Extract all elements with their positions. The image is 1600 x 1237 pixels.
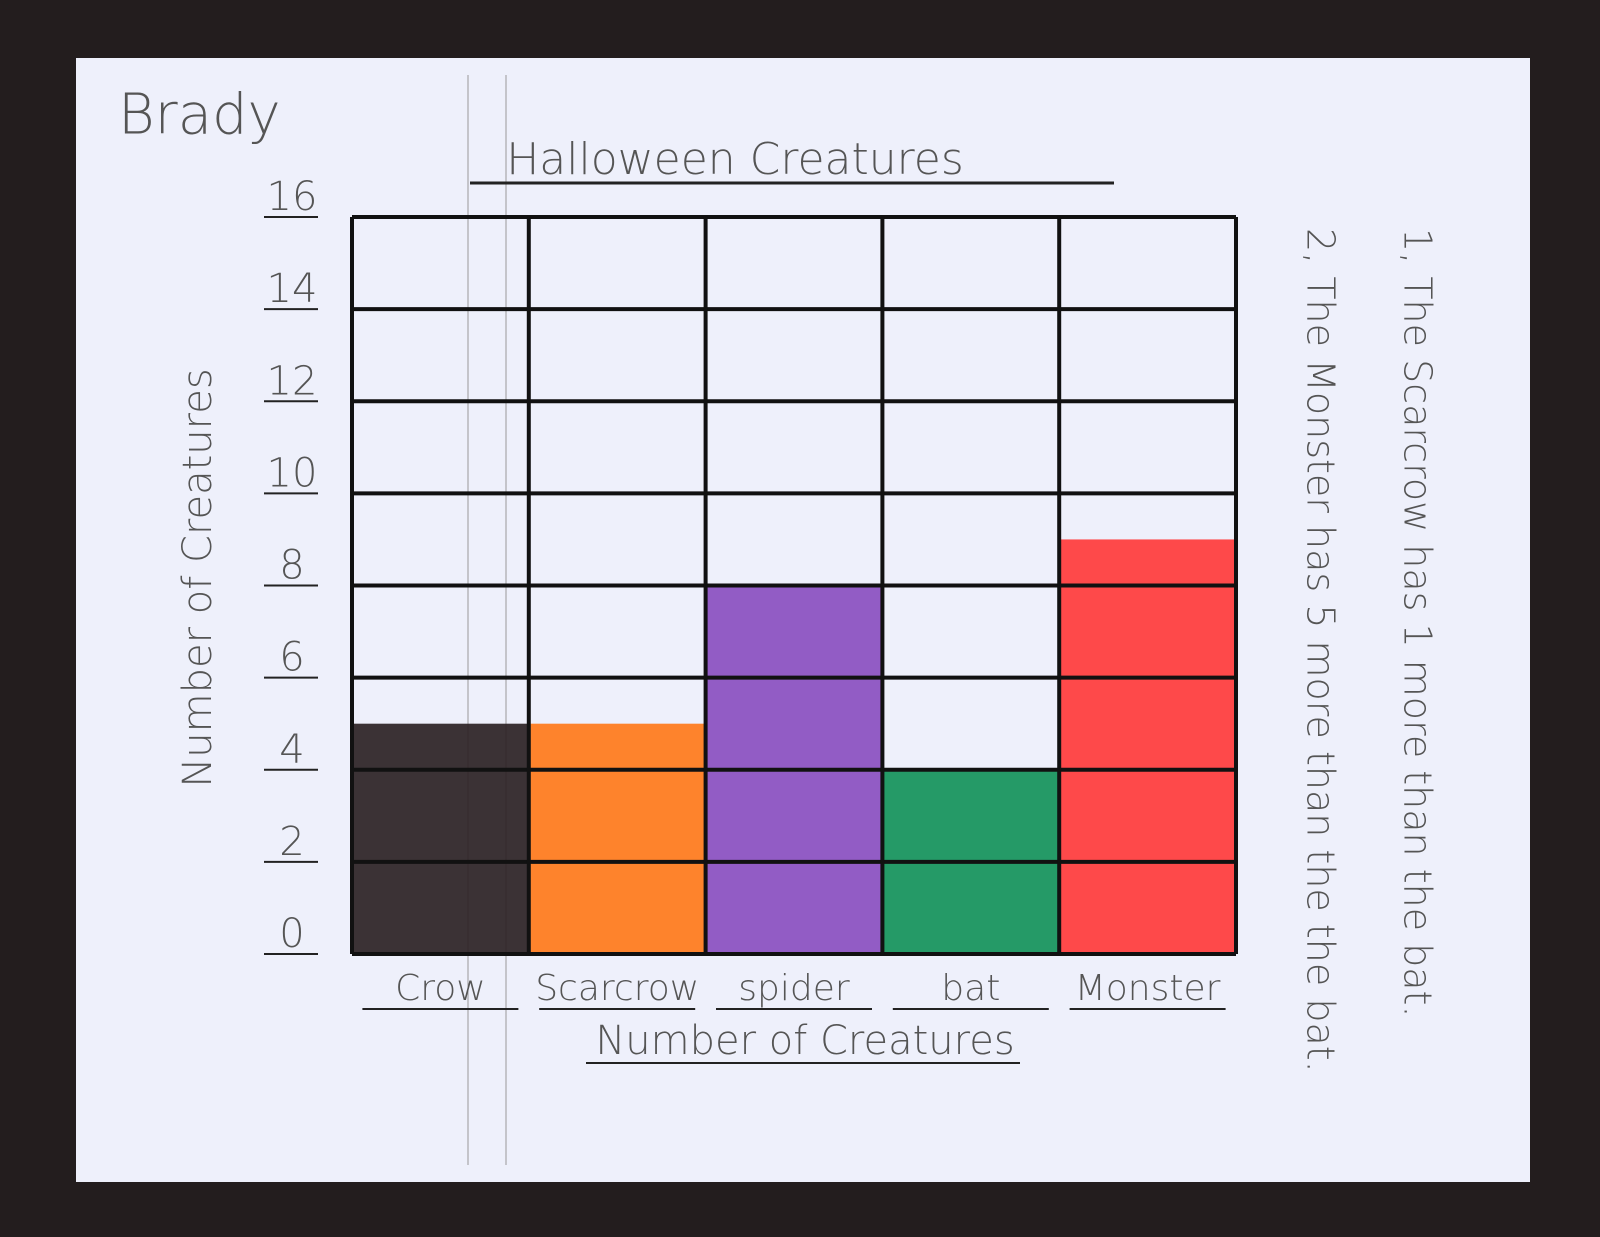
x-tick-label: spider — [738, 968, 850, 1009]
y-tick-label: 12 — [267, 358, 318, 404]
y-tick-label: 10 — [267, 450, 318, 496]
y-axis-label: Number of Creatures — [175, 368, 221, 787]
y-tick-label: 2 — [279, 819, 304, 865]
x-tick-label: Monster — [1075, 968, 1221, 1009]
note: 2, The Monster has 5 more than the the b… — [1299, 228, 1343, 1073]
y-tick-label: 6 — [279, 635, 304, 681]
x-tick-label: Crow — [395, 968, 486, 1009]
x-tick-label: Scarcrow — [535, 968, 699, 1009]
chart-title: Halloween Creatures — [506, 134, 964, 185]
y-tick-label: 4 — [279, 727, 304, 773]
y-tick-label: 0 — [279, 911, 304, 957]
note: 1, The Scarcrow has 1 more than the bat. — [1396, 228, 1440, 1018]
y-tick-label: 14 — [267, 266, 318, 312]
x-axis-label: Number of Creatures — [595, 1018, 1014, 1064]
bar — [528, 723, 706, 954]
bar — [1059, 539, 1236, 954]
student-name: Brady — [118, 82, 281, 147]
x-tick-label: bat — [941, 968, 1000, 1009]
y-tick-label: 16 — [267, 174, 318, 220]
bar — [352, 723, 529, 954]
y-tick-label: 8 — [279, 543, 304, 589]
